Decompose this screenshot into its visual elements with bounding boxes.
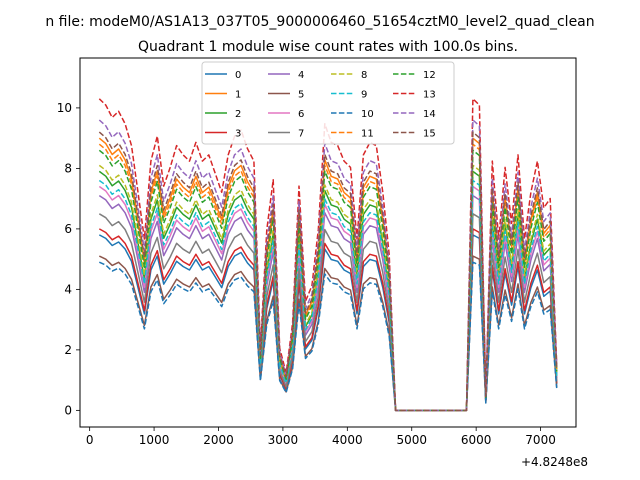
legend-box — [201, 61, 455, 145]
legend-label-10: 10 — [361, 109, 374, 120]
legend-label-0: 0 — [235, 70, 241, 81]
x-tick-label: 1000 — [139, 433, 170, 447]
series-line-14 — [98, 119, 558, 412]
plot-frame — [79, 57, 577, 428]
series-line-7 — [98, 213, 558, 412]
x-tick-label: 7000 — [525, 433, 556, 447]
series-line-10 — [98, 261, 558, 412]
x-tick-label: 0 — [86, 433, 94, 447]
x-tick-label: 3000 — [268, 433, 299, 447]
chart-title: Quadrant 1 module wise count rates with … — [138, 39, 518, 55]
legend-label-3: 3 — [235, 129, 241, 140]
x-axis: 0 1000 2000 3000 4000 5000 6000 7000 — [86, 427, 556, 447]
y-axis: 0 2 4 6 8 10 — [57, 101, 80, 417]
y-tick-label: 0 — [64, 403, 72, 417]
legend-label-13: 13 — [423, 90, 436, 101]
y-tick-label: 4 — [64, 282, 72, 296]
legend-label-12: 12 — [423, 70, 436, 81]
legend-label-1: 1 — [235, 90, 241, 101]
series-line-9 — [98, 179, 558, 412]
y-tick-label: 2 — [64, 343, 72, 357]
y-tick-label: 8 — [64, 161, 72, 175]
y-tick-label: 6 — [64, 222, 72, 236]
legend-label-2: 2 — [235, 109, 241, 120]
x-tick-label: 2000 — [203, 433, 234, 447]
legend-label-14: 14 — [423, 109, 436, 120]
legend-label-15: 15 — [423, 129, 436, 140]
legend-label-7: 7 — [298, 129, 304, 140]
figure-suptitle: n file: modeM0/AS1A13_037T05_9000006460_… — [45, 14, 594, 30]
x-tick-label: 4000 — [332, 433, 363, 447]
legend-label-11: 11 — [361, 129, 374, 140]
y-tick-label: 10 — [57, 101, 72, 115]
series-line-15 — [98, 131, 558, 412]
series-line-12 — [98, 149, 558, 412]
legend-label-6: 6 — [298, 109, 304, 120]
legend-label-8: 8 — [361, 70, 367, 81]
x-offset-label: +4.8248e8 — [521, 455, 588, 469]
legend-label-9: 9 — [361, 90, 367, 101]
x-tick-label: 6000 — [461, 433, 492, 447]
legend-label-4: 4 — [298, 70, 304, 81]
legend-label-5: 5 — [298, 90, 304, 101]
series-layer — [98, 98, 558, 412]
x-tick-label: 5000 — [396, 433, 427, 447]
